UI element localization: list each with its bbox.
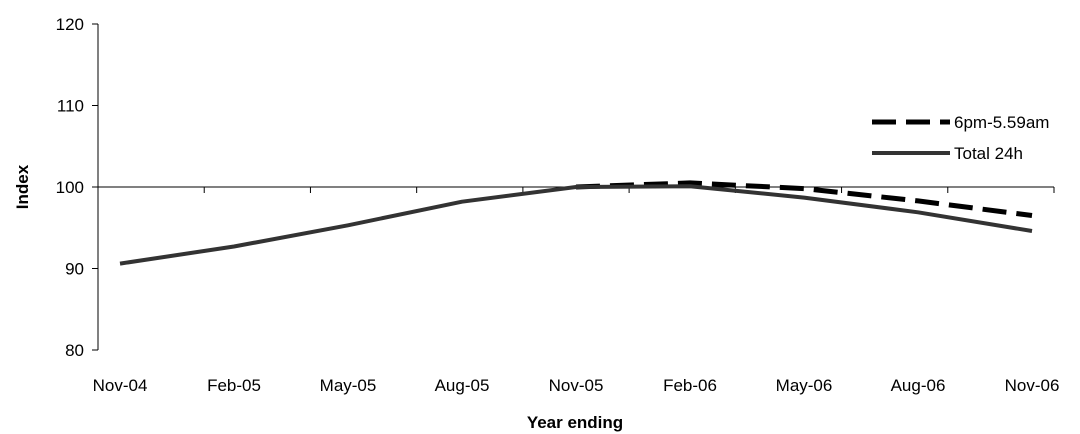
y-tick-label: 120 [56,15,84,34]
y-tick-label: 110 [57,97,84,116]
y-tick-label: 80 [65,341,84,360]
series-line-dashed [575,180,1033,218]
x-tick-label: Aug-05 [435,376,490,395]
legend-label: Total 24h [954,144,1023,163]
y-tick-label: 100 [56,178,84,197]
series-layer [119,180,1033,266]
series-line-solid [119,184,1033,266]
x-tick-label: Nov-06 [1005,376,1060,395]
x-tick-label: Nov-04 [93,376,148,395]
x-tick-label: Feb-06 [663,376,717,395]
x-tick-label: Aug-06 [891,376,946,395]
x-axis-title: Year ending [527,413,623,432]
y-tick-label: 90 [65,260,84,279]
x-tick-label: May-06 [776,376,833,395]
y-axis-title: Index [13,164,32,209]
x-tick-label: May-05 [320,376,377,395]
legend: 6pm-5.59am Total 24h [872,113,1049,163]
y-axis: 80 90 100 110 120 [56,15,99,360]
x-axis: Nov-04 Feb-05 May-05 Aug-05 Nov-05 Feb-06 May-… [93,186,1060,395]
x-tick-label: Feb-05 [207,376,261,395]
legend-label: 6pm-5.59am [954,113,1049,132]
x-tick-label: Nov-05 [549,376,604,395]
